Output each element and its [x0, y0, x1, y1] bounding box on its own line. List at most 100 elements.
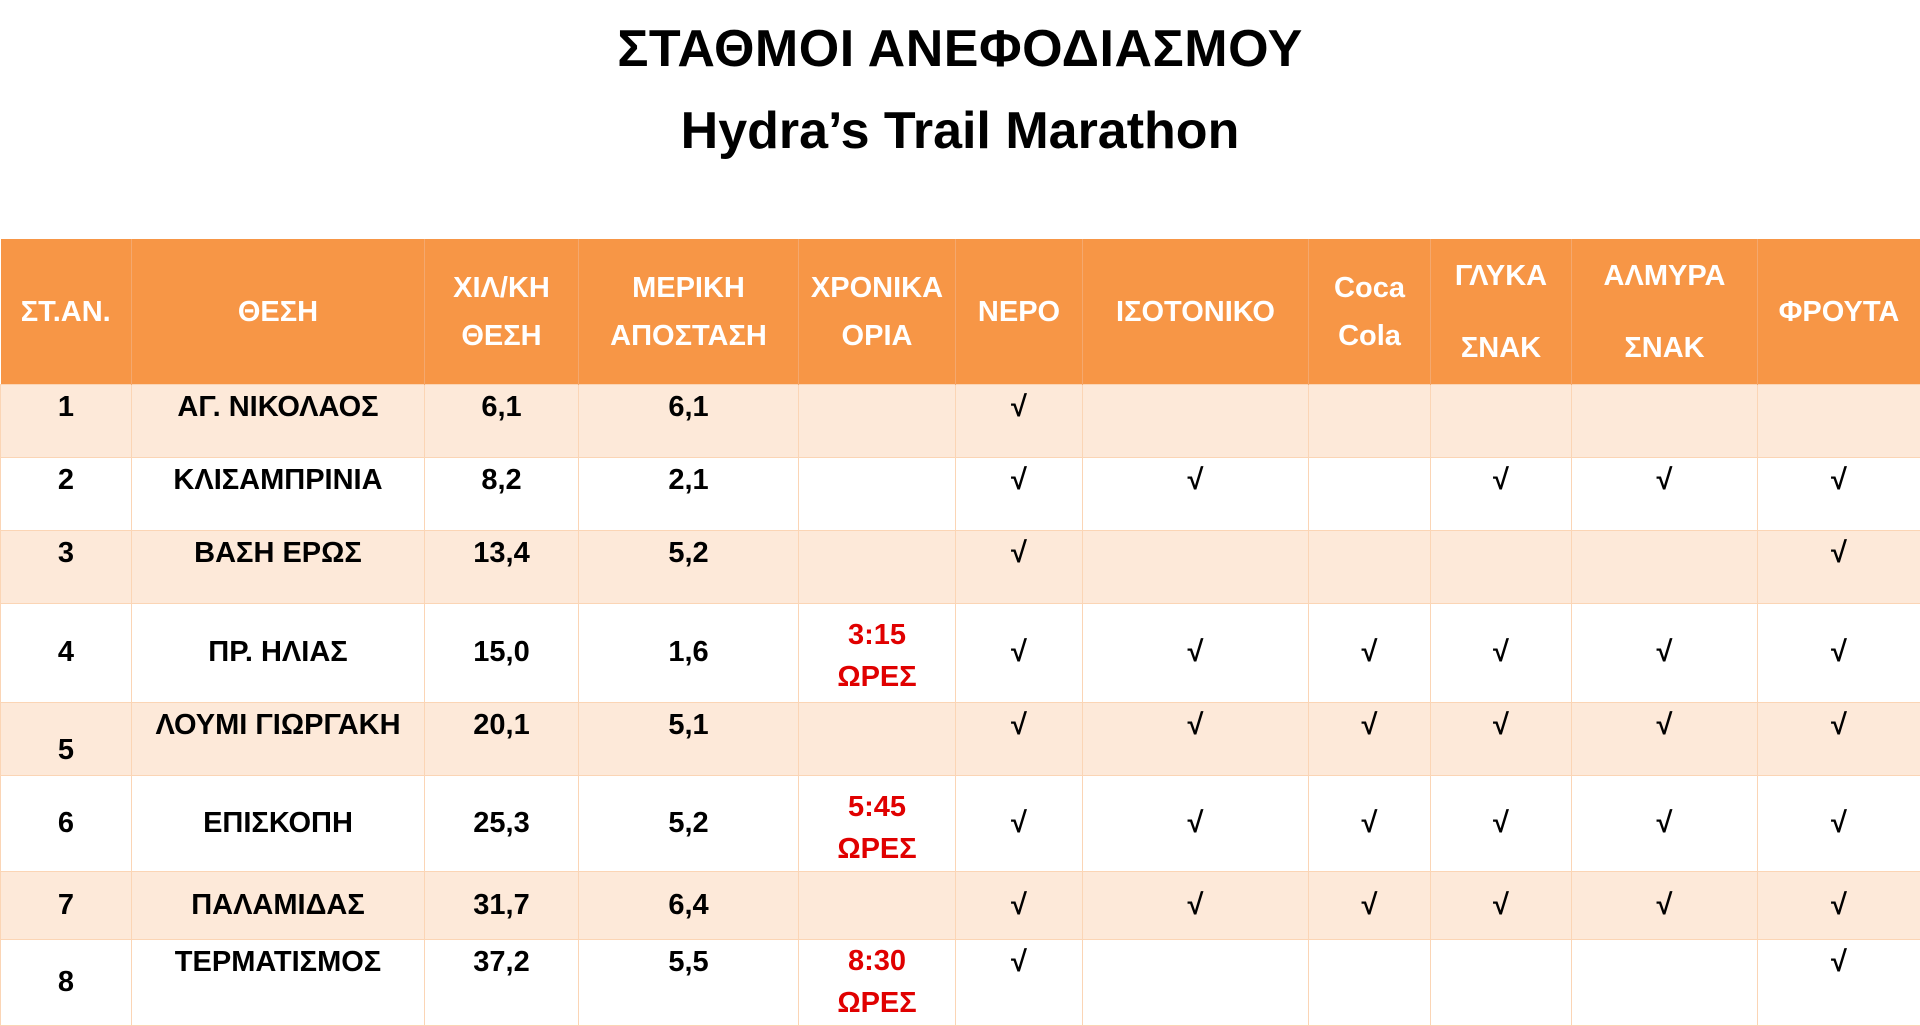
station-km: 15,0 — [425, 604, 579, 703]
check-cola: √ — [1309, 776, 1431, 872]
check-sweet-snack: √ — [1431, 776, 1572, 872]
station-cutoff — [799, 703, 956, 776]
station-location: ΠΡ. ΗΛΙΑΣ — [132, 604, 425, 703]
check-sweet-snack: √ — [1431, 458, 1572, 531]
check-fruit: √ — [1758, 604, 1920, 703]
table-row: 2 ΚΛΙΣΑΜΠΡΙΝΙΑ 8,2 2,1 √ √ √ √ √ — [1, 458, 1920, 531]
check-fruit: √ — [1758, 872, 1920, 940]
station-partial-distance: 5,2 — [579, 531, 799, 604]
column-header-cola: Coca Cola — [1309, 239, 1431, 385]
check-cola — [1309, 531, 1431, 604]
check-cola: √ — [1309, 604, 1431, 703]
check-isotonic — [1083, 385, 1309, 458]
check-isotonic: √ — [1083, 604, 1309, 703]
check-salty-snack: √ — [1572, 776, 1758, 872]
station-number: 1 — [1, 385, 132, 458]
check-fruit: √ — [1758, 703, 1920, 776]
station-number: 5 — [1, 703, 132, 776]
check-water: √ — [956, 776, 1083, 872]
column-header-salty-snack: ΑΛΜΥΡΑ ΣΝΑΚ — [1572, 239, 1758, 385]
column-header-isotonic: ΙΣΟΤΟΝΙΚΟ — [1083, 239, 1309, 385]
check-salty-snack — [1572, 385, 1758, 458]
station-partial-distance: 5,1 — [579, 703, 799, 776]
column-header-cutoff: ΧΡΟΝΙΚΑ ΟΡΙΑ — [799, 239, 956, 385]
check-sweet-snack: √ — [1431, 604, 1572, 703]
check-salty-snack — [1572, 531, 1758, 604]
check-cola: √ — [1309, 703, 1431, 776]
aid-stations-table: ΣΤ.ΑΝ. ΘΕΣΗ ΧΙΛ/ΚΗ ΘΕΣΗ ΜΕΡΙΚΗ ΑΠΟΣΤΑΣΗ … — [0, 239, 1920, 1026]
check-fruit — [1758, 385, 1920, 458]
station-km: 6,1 — [425, 385, 579, 458]
station-number: 2 — [1, 458, 132, 531]
station-number: 3 — [1, 531, 132, 604]
page-subtitle: Hydra’s Trail Marathon — [0, 96, 1920, 166]
check-fruit: √ — [1758, 531, 1920, 604]
station-cutoff — [799, 458, 956, 531]
check-isotonic: √ — [1083, 703, 1309, 776]
page-header: ΣΤΑΘΜΟΙ ΑΝΕΦΟΔΙΑΣΜΟΥ Hydra’s Trail Marat… — [0, 0, 1920, 166]
check-isotonic: √ — [1083, 458, 1309, 531]
station-location: ΒΑΣΗ ΕΡΩΣ — [132, 531, 425, 604]
station-location: ΕΠΙΣΚΟΠΗ — [132, 776, 425, 872]
station-km: 13,4 — [425, 531, 579, 604]
station-cutoff — [799, 385, 956, 458]
check-water: √ — [956, 604, 1083, 703]
station-partial-distance: 6,4 — [579, 872, 799, 940]
check-water: √ — [956, 385, 1083, 458]
check-water: √ — [956, 872, 1083, 940]
check-fruit: √ — [1758, 458, 1920, 531]
check-salty-snack: √ — [1572, 872, 1758, 940]
check-isotonic: √ — [1083, 776, 1309, 872]
column-header-fruit: ΦΡΟΥΤΑ — [1758, 239, 1920, 385]
check-sweet-snack — [1431, 531, 1572, 604]
check-water: √ — [956, 703, 1083, 776]
check-sweet-snack: √ — [1431, 872, 1572, 940]
column-header-partial-distance: ΜΕΡΙΚΗ ΑΠΟΣΤΑΣΗ — [579, 239, 799, 385]
column-header-water: ΝΕΡΟ — [956, 239, 1083, 385]
check-fruit: √ — [1758, 776, 1920, 872]
table-row: 7 ΠΑΛΑΜΙΔΑΣ 31,7 6,4 √ √ √ √ √ √ — [1, 872, 1920, 940]
station-km: 31,7 — [425, 872, 579, 940]
check-cola — [1309, 385, 1431, 458]
column-header-station: ΣΤ.ΑΝ. — [1, 239, 132, 385]
station-partial-distance: 2,1 — [579, 458, 799, 531]
column-header-sweet-snack: ΓΛΥΚΑ ΣΝΑΚ — [1431, 239, 1572, 385]
table-header-row: ΣΤ.ΑΝ. ΘΕΣΗ ΧΙΛ/ΚΗ ΘΕΣΗ ΜΕΡΙΚΗ ΑΠΟΣΤΑΣΗ … — [1, 239, 1920, 385]
check-cola: √ — [1309, 872, 1431, 940]
station-partial-distance: 5,2 — [579, 776, 799, 872]
station-number: 7 — [1, 872, 132, 940]
station-location: ΠΑΛΑΜΙΔΑΣ — [132, 872, 425, 940]
check-water: √ — [956, 531, 1083, 604]
station-cutoff — [799, 531, 956, 604]
station-km: 8,2 — [425, 458, 579, 531]
check-sweet-snack — [1431, 385, 1572, 458]
page-title: ΣΤΑΘΜΟΙ ΑΝΕΦΟΔΙΑΣΜΟΥ — [0, 14, 1920, 84]
station-partial-distance: 6,1 — [579, 385, 799, 458]
station-partial-distance: 1,6 — [579, 604, 799, 703]
station-km: 20,1 — [425, 703, 579, 776]
check-salty-snack: √ — [1572, 703, 1758, 776]
station-number: 4 — [1, 604, 132, 703]
table-row: 1 ΑΓ. ΝΙΚΟΛΑΟΣ 6,1 6,1 √ — [1, 385, 1920, 458]
column-header-location: ΘΕΣΗ — [132, 239, 425, 385]
check-salty-snack: √ — [1572, 604, 1758, 703]
check-sweet-snack: √ — [1431, 703, 1572, 776]
table-row: 5 ΛΟΥΜΙ ΓΙΩΡΓΑΚΗ 20,1 5,1 √ √ √ √ √ √ — [1, 703, 1920, 776]
check-water: √ — [956, 458, 1083, 531]
station-cutoff — [799, 872, 956, 940]
station-km: 25,3 — [425, 776, 579, 872]
station-location: ΛΟΥΜΙ ΓΙΩΡΓΑΚΗ — [132, 703, 425, 776]
check-salty-snack: √ — [1572, 458, 1758, 531]
check-cola — [1309, 458, 1431, 531]
station-location: ΚΛΙΣΑΜΠΡΙΝΙΑ — [132, 458, 425, 531]
table-row: 3 ΒΑΣΗ ΕΡΩΣ 13,4 5,2 √ √ — [1, 531, 1920, 604]
column-header-km: ΧΙΛ/ΚΗ ΘΕΣΗ — [425, 239, 579, 385]
check-isotonic: √ — [1083, 872, 1309, 940]
check-isotonic — [1083, 531, 1309, 604]
station-location: ΑΓ. ΝΙΚΟΛΑΟΣ — [132, 385, 425, 458]
station-number: 6 — [1, 776, 132, 872]
